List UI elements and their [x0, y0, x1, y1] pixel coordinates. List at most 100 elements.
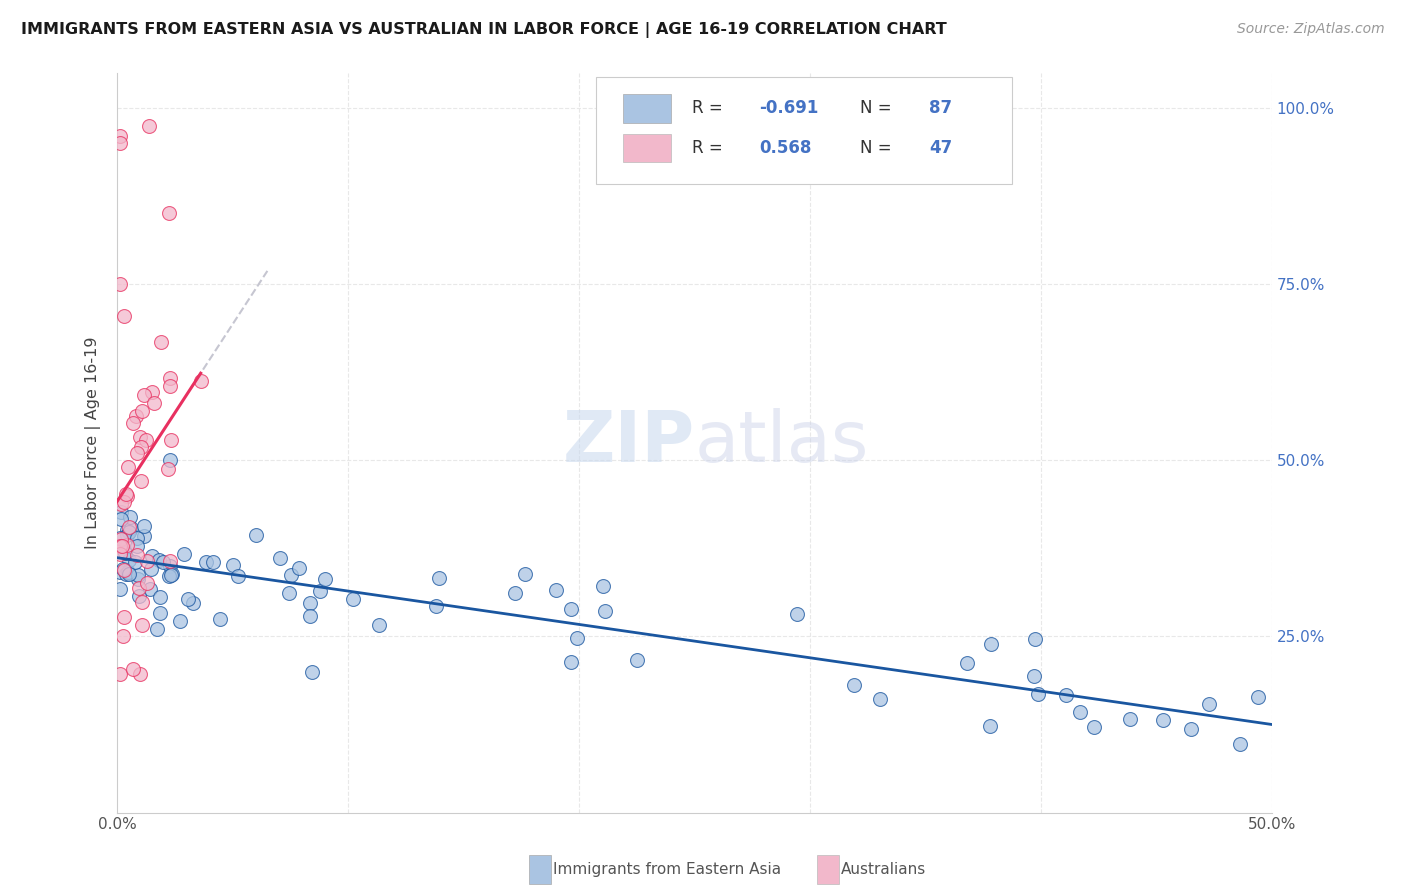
Point — [160, 568, 183, 582]
Point — [117, 565, 139, 579]
Point — [1198, 697, 1220, 711]
Point — [139, 562, 162, 576]
Point — [111, 540, 134, 554]
Point — [120, 521, 142, 535]
Point — [159, 559, 181, 574]
Point — [112, 562, 135, 576]
Point — [135, 576, 157, 591]
Point — [513, 567, 536, 582]
Point — [118, 567, 141, 582]
Point — [145, 622, 167, 636]
Point — [108, 565, 131, 579]
Point — [108, 582, 131, 597]
Point — [131, 403, 153, 417]
Point — [425, 599, 447, 613]
FancyBboxPatch shape — [623, 95, 672, 122]
Point — [1054, 689, 1077, 703]
Point — [110, 512, 132, 526]
Point — [118, 520, 141, 534]
Point — [135, 433, 157, 447]
Text: 0.568: 0.568 — [759, 139, 811, 157]
Point — [110, 505, 132, 519]
Point — [308, 583, 330, 598]
Point — [122, 417, 145, 431]
Point — [503, 585, 526, 599]
Point — [1024, 669, 1046, 683]
Point — [159, 553, 181, 567]
Point — [1229, 737, 1251, 751]
Point — [592, 579, 614, 593]
Point — [157, 206, 180, 220]
Point — [118, 524, 141, 539]
Point — [108, 666, 131, 681]
Point — [299, 596, 322, 610]
Point — [786, 607, 808, 622]
Point — [149, 606, 172, 620]
Point — [110, 497, 132, 511]
Point — [108, 547, 131, 561]
Point — [131, 618, 153, 632]
Point — [159, 378, 181, 392]
Point — [159, 370, 181, 384]
Point — [115, 487, 138, 501]
Point — [117, 460, 139, 475]
Text: atlas: atlas — [695, 409, 869, 477]
Text: N =: N = — [859, 100, 897, 118]
Point — [1118, 713, 1140, 727]
Point — [980, 637, 1002, 651]
FancyBboxPatch shape — [623, 135, 672, 162]
Point — [190, 375, 212, 389]
Point — [129, 475, 152, 489]
Point — [209, 612, 232, 626]
Text: R =: R = — [692, 100, 728, 118]
Point — [560, 655, 582, 669]
Point — [314, 572, 336, 586]
Text: Immigrants from Eastern Asia: Immigrants from Eastern Asia — [553, 863, 780, 877]
Text: ZIP: ZIP — [562, 409, 695, 477]
Point — [195, 555, 218, 569]
Point — [173, 547, 195, 561]
Point — [115, 523, 138, 537]
Point — [141, 549, 163, 563]
Point — [115, 538, 138, 552]
Point — [115, 490, 138, 504]
Text: Source: ZipAtlas.com: Source: ZipAtlas.com — [1237, 22, 1385, 37]
Point — [108, 129, 131, 144]
Point — [1083, 720, 1105, 734]
Point — [114, 546, 136, 560]
Text: IMMIGRANTS FROM EASTERN ASIA VS AUSTRALIAN IN LABOR FORCE | AGE 16-19 CORRELATIO: IMMIGRANTS FROM EASTERN ASIA VS AUSTRALI… — [21, 22, 946, 38]
Point — [131, 594, 153, 608]
Point — [1024, 632, 1046, 647]
Point — [269, 551, 291, 566]
Point — [138, 120, 160, 134]
Point — [278, 586, 301, 600]
Point — [245, 528, 267, 542]
Point — [115, 528, 138, 542]
Point — [181, 596, 204, 610]
Text: Australians: Australians — [841, 863, 927, 877]
Point — [110, 532, 132, 546]
Point — [301, 665, 323, 679]
Point — [108, 539, 131, 553]
Point — [136, 554, 159, 568]
Text: 47: 47 — [929, 139, 952, 157]
Point — [869, 691, 891, 706]
Point — [152, 556, 174, 570]
Point — [127, 567, 149, 582]
Point — [842, 678, 865, 692]
Point — [222, 558, 245, 573]
Point — [160, 566, 183, 581]
Point — [128, 589, 150, 603]
FancyBboxPatch shape — [596, 77, 1012, 184]
Point — [139, 582, 162, 596]
Point — [169, 614, 191, 628]
Point — [128, 581, 150, 595]
Point — [1069, 705, 1091, 719]
Point — [129, 430, 152, 444]
Point — [132, 519, 155, 533]
Point — [956, 656, 979, 670]
Point — [112, 629, 135, 643]
Point — [124, 409, 146, 424]
Point — [368, 618, 391, 632]
Point — [134, 529, 156, 543]
